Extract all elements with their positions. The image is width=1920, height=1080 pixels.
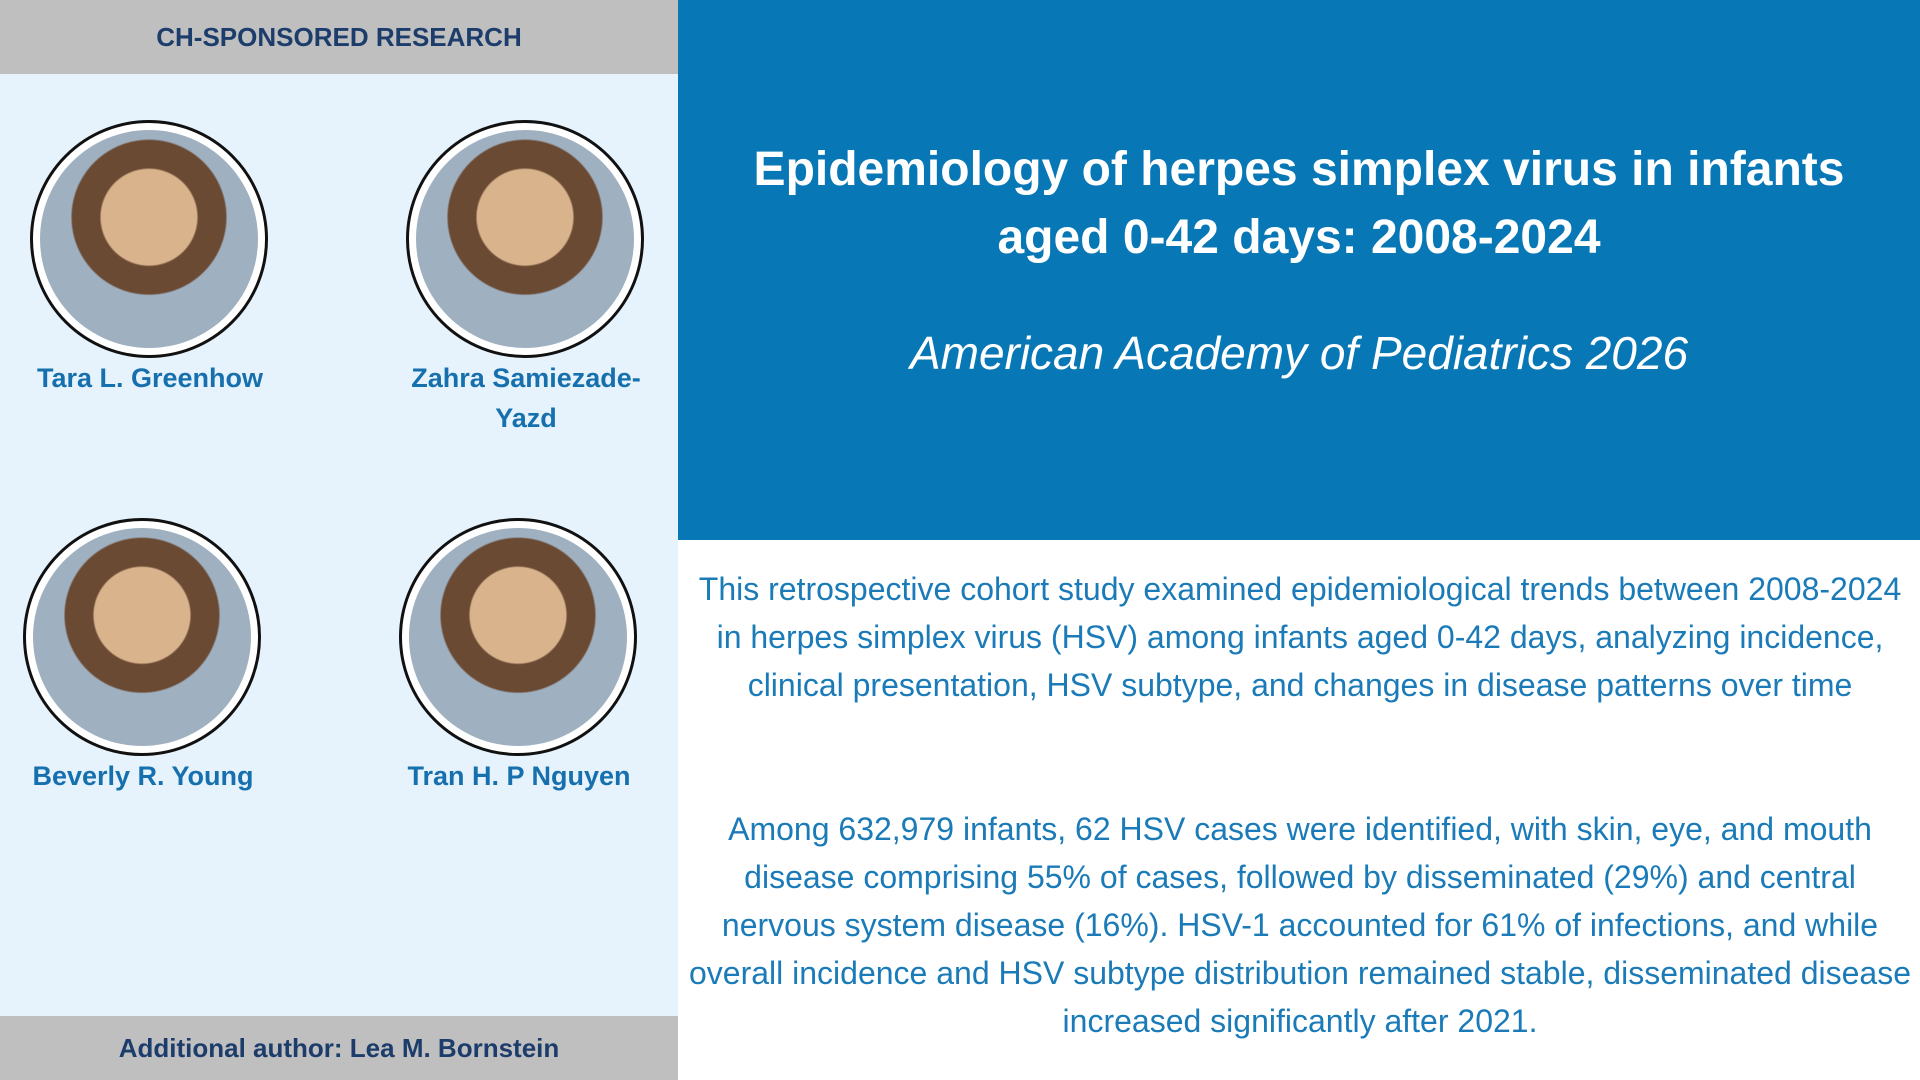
- header-label: CH-SPONSORED RESEARCH: [156, 21, 522, 52]
- title-panel: Epidemiology of herpes simplex virus in …: [678, 0, 1920, 540]
- footer-bar: Additional author: Lea M. Bornstein: [0, 1016, 678, 1080]
- author-name: Tran H. P Nguyen: [407, 761, 631, 791]
- author-name: Zahra Samiezade-Yazd: [411, 363, 641, 433]
- author-photo: [30, 120, 268, 358]
- footer-label: Additional author: Lea M. Bornstein: [118, 1032, 560, 1063]
- subtitle: American Academy of Pediatrics 2026: [909, 327, 1689, 379]
- title: Epidemiology of herpes simplex virus in …: [753, 143, 1845, 264]
- header-bar: CH-SPONSORED RESEARCH: [0, 0, 678, 74]
- author-photo: [399, 518, 637, 756]
- author-name: Tara L. Greenhow: [36, 363, 264, 393]
- author-photo: [23, 518, 261, 756]
- author-photo: [406, 120, 644, 358]
- summary-paragraph: This retrospective cohort study examined…: [698, 571, 1902, 703]
- author-name: Beverly R. Young: [32, 761, 254, 791]
- results-paragraph: Among 632,979 infants, 62 HSV cases were…: [688, 811, 1912, 1039]
